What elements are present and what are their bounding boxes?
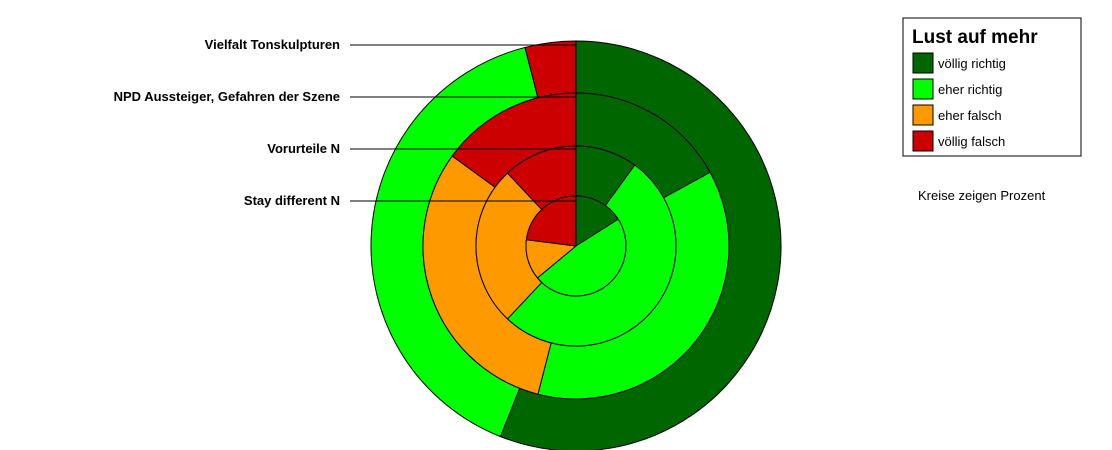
legend-label: völlig falsch — [938, 134, 1005, 149]
legend-swatch — [912, 130, 934, 152]
rings — [370, 40, 782, 450]
chart-note: Kreise zeigen Prozent — [918, 188, 1046, 203]
ring-labels: Vielfalt Tonskulpturen NPD Aussteiger, Ge… — [114, 37, 576, 208]
ring-label: Vorurteile N — [267, 141, 340, 156]
legend-title: Lust auf mehr — [912, 27, 1038, 48]
legend: Lust auf mehr völlig richtig eher richtig… — [902, 17, 1082, 157]
ring-label: Vielfalt Tonskulpturen — [205, 37, 340, 52]
segment-ring4-cat2 — [536, 218, 627, 297]
legend-label: eher falsch — [938, 108, 1002, 123]
legend-entries: völlig richtig eher richtig eher falsch völ… — [912, 52, 1006, 152]
legend-swatch — [912, 52, 934, 74]
ring-label: Stay different N — [244, 193, 340, 208]
ring-label: NPD Aussteiger, Gefahren der Szene — [114, 89, 340, 104]
segment-ring4-cat1 — [575, 195, 619, 247]
legend-label: völlig richtig — [938, 56, 1006, 71]
legend-swatch — [912, 104, 934, 126]
segment-ring4-cat4 — [525, 195, 577, 247]
legend-swatch — [912, 78, 934, 100]
legend-label: eher richtig — [938, 82, 1002, 97]
